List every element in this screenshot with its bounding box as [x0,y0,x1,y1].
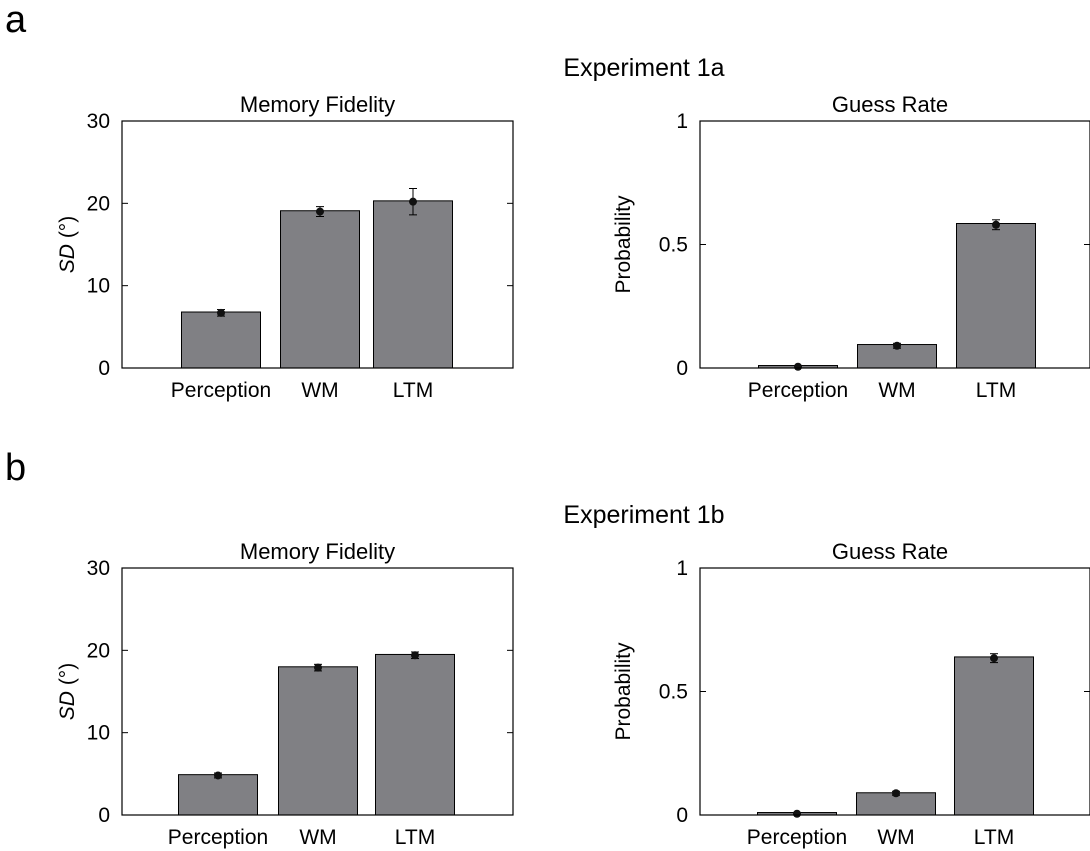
chart-title: Guess Rate [832,539,948,564]
x-tick-label: LTM [976,379,1016,402]
y-tick-label: 0.5 [659,234,688,257]
guess-rate-chart-1a: Guess Rate Probability 0 0.5 1 Perception WM LT… [612,92,1090,402]
y-axis-label: SD (°) [56,663,79,720]
experiment-title-1a: Experiment 1a [563,54,724,82]
y-tick-label: 30 [87,557,110,580]
data-point [314,663,322,672]
y-axis-label: SD (°) [56,216,79,273]
bar [373,200,453,369]
data-point [992,220,1000,229]
chart-title: Memory Fidelity [240,92,395,117]
x-tick-label: WM [299,826,336,849]
data-point [892,789,900,798]
y-tick-label: 0 [98,357,110,380]
panel-letter-b: b [5,447,26,489]
chart-title: Guess Rate [832,92,948,117]
bar [956,223,1036,369]
data-point [793,809,801,818]
x-tick-label: Perception [748,379,848,402]
y-tick-label: 0 [98,804,110,827]
data-point [217,308,225,317]
data-point [316,207,324,216]
data-point [411,651,419,660]
y-tick-label: 20 [87,639,110,662]
y-tick-label: 20 [87,192,110,215]
y-tick-label: 0 [676,804,688,827]
bar [178,774,258,816]
x-tick-label: LTM [393,379,433,402]
y-tick-label: 0.5 [659,681,688,704]
bar [181,311,261,369]
axes-frame [121,567,514,816]
y-axis-label: Probability [612,195,635,294]
x-tick-label: WM [301,379,338,402]
x-tick-label: LTM [974,826,1014,849]
bar [375,653,455,816]
data-point [893,341,901,350]
x-tick-label: LTM [395,826,435,849]
y-tick-label: 10 [87,722,110,745]
guess-rate-chart-1b: Guess Rate Probability 0 0.5 1 Perception WM LT… [612,539,1090,849]
x-tick-label: WM [878,379,915,402]
x-tick-label: Perception [168,826,268,849]
y-tick-label: 30 [87,110,110,133]
y-axis-label: Probability [612,642,635,741]
data-point [794,362,802,371]
bar [954,656,1034,816]
experiment-title-1b: Experiment 1b [563,501,724,529]
x-tick-label: Perception [171,379,271,402]
axes-frame [121,120,514,369]
memory-fidelity-chart-1a: Memory Fidelity SD (°) 0 10 20 30 Perception WM… [56,92,514,402]
bar [280,210,360,369]
chart-title: Memory Fidelity [240,539,395,564]
panel-letter-a: a [5,0,27,41]
y-tick-label: 1 [676,110,688,133]
data-point [409,197,417,206]
data-point [990,654,998,663]
data-point [214,771,222,780]
x-tick-label: Perception [747,826,847,849]
y-tick-label: 1 [676,557,688,580]
bar [278,666,358,816]
memory-fidelity-chart-1b: Memory Fidelity SD (°) 0 10 20 30 Perception WM… [56,539,514,849]
y-tick-label: 0 [676,357,688,380]
x-tick-label: WM [877,826,914,849]
y-tick-label: 10 [87,275,110,298]
